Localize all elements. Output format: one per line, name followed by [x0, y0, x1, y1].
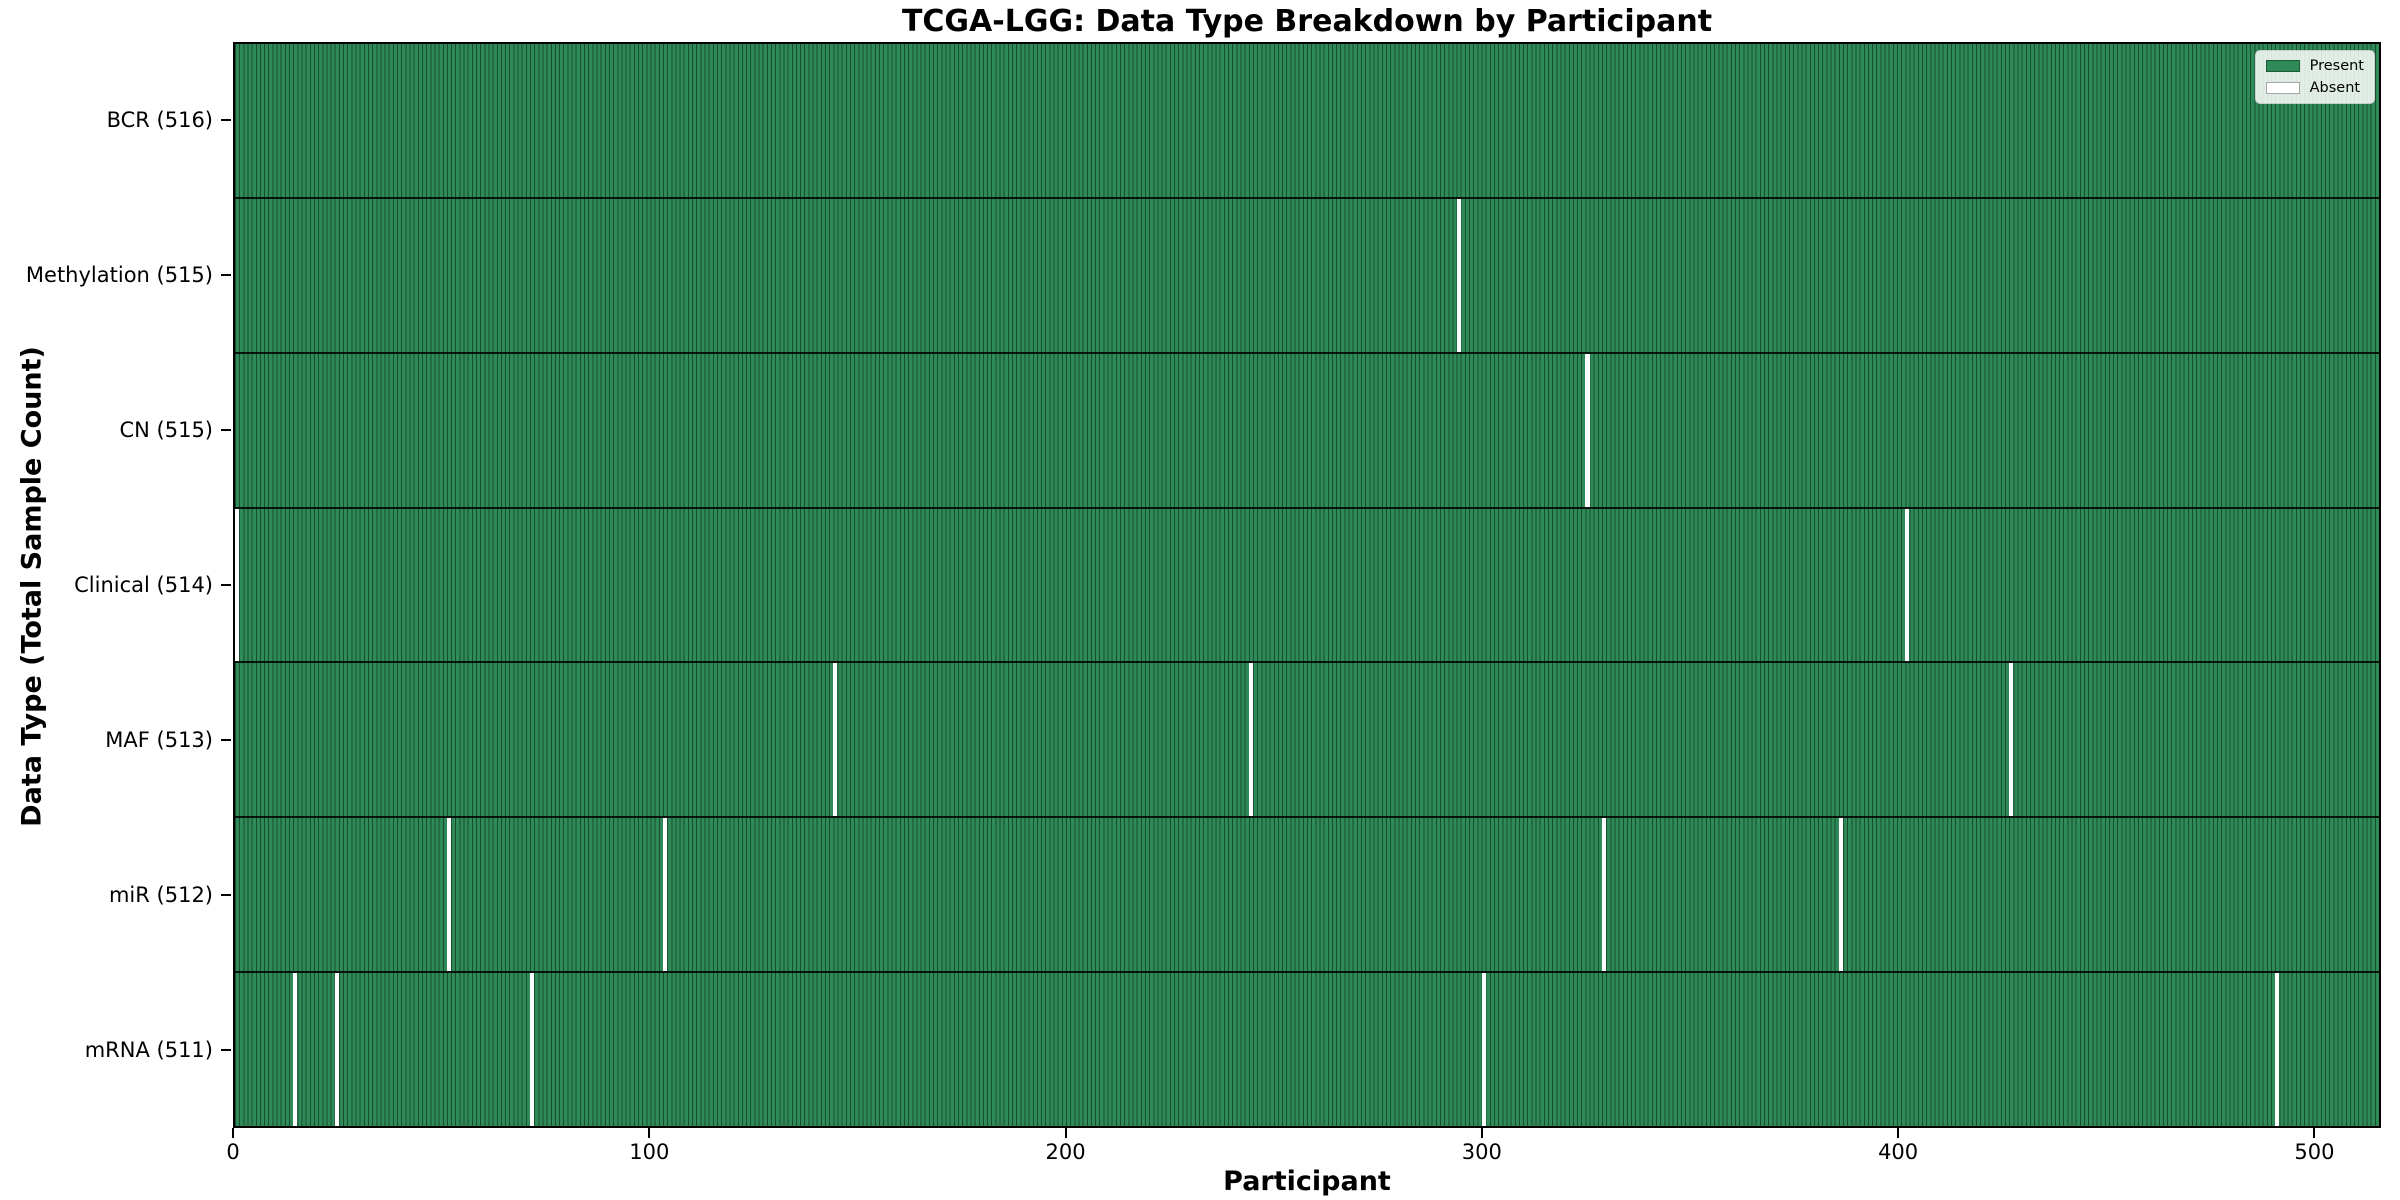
absent-marker	[1585, 353, 1590, 507]
y-tick-label: Clinical (514)	[74, 573, 213, 597]
y-tick-label: MAF (513)	[105, 728, 213, 753]
heatmap-row-Clinical	[235, 506, 2379, 662]
x-tick-label: 300	[1461, 1140, 1502, 1164]
x-tick-label: 400	[1878, 1140, 1919, 1164]
heatmap-row-MAF	[235, 661, 2379, 817]
x-tick-mark	[232, 1128, 234, 1138]
absent-marker	[1481, 973, 1486, 1127]
x-tick-label: 200	[1045, 1140, 1086, 1164]
heatmap-row-miR	[235, 816, 2379, 972]
legend-label: Present	[2309, 58, 2364, 74]
heatmap-row-mRNA	[235, 971, 2379, 1127]
plot-area	[233, 42, 2381, 1128]
absent-marker	[2275, 973, 2280, 1127]
y-tick-mark	[221, 273, 231, 276]
y-axis-label: Data Type (Total Sample Count)	[16, 346, 48, 827]
absent-marker	[833, 663, 838, 817]
legend-swatch-absent-icon	[2265, 82, 2300, 94]
absent-marker	[1248, 663, 1253, 817]
absent-marker	[334, 973, 339, 1127]
heatmap-row-CN	[235, 351, 2379, 507]
x-tick-mark	[1897, 1128, 1900, 1138]
heatmap-row-BCR	[235, 44, 2379, 197]
absent-marker	[1838, 818, 1843, 972]
absent-marker	[293, 973, 298, 1127]
x-tick-mark	[2313, 1128, 2316, 1138]
x-tick-mark	[1064, 1128, 1067, 1138]
absent-marker	[662, 818, 668, 972]
y-tick-mark	[221, 894, 231, 897]
y-tick-label: CN (515)	[119, 417, 213, 442]
x-tick-label: 100	[629, 1140, 670, 1164]
y-tick-label: Methylation (515)	[25, 262, 213, 287]
legend: Present Absent	[2254, 50, 2375, 104]
absent-marker	[1905, 508, 1910, 662]
absent-marker	[530, 973, 535, 1127]
legend-swatch-present-icon	[2265, 60, 2300, 72]
x-tick-mark	[1480, 1128, 1483, 1138]
x-tick-mark	[648, 1128, 651, 1138]
y-tick-mark	[221, 584, 231, 586]
absent-marker	[1456, 198, 1461, 352]
y-tick-label: BCR (516)	[106, 107, 213, 132]
legend-entry: Present	[2265, 58, 2364, 74]
y-tick-mark	[221, 1049, 231, 1052]
x-tick-label: 500	[2294, 1140, 2335, 1164]
x-axis-label: Participant	[1223, 1166, 1391, 1197]
absent-marker	[446, 818, 452, 972]
heatmap-row-Methylation	[235, 196, 2379, 352]
legend-entry: Absent	[2265, 80, 2364, 96]
chart-title: TCGA-LGG: Data Type Breakdown by Partici…	[901, 4, 1713, 39]
y-tick-mark	[221, 118, 231, 121]
absent-marker	[1602, 818, 1607, 972]
y-tick-mark	[221, 739, 231, 742]
legend-label: Absent	[2309, 80, 2361, 96]
y-tick-mark	[221, 428, 231, 431]
absent-marker	[235, 508, 240, 662]
y-tick-label: mRNA (511)	[84, 1038, 213, 1063]
x-tick-label: 0	[226, 1140, 240, 1164]
absent-marker	[2009, 663, 2014, 817]
y-tick-label: miR (512)	[108, 883, 213, 908]
